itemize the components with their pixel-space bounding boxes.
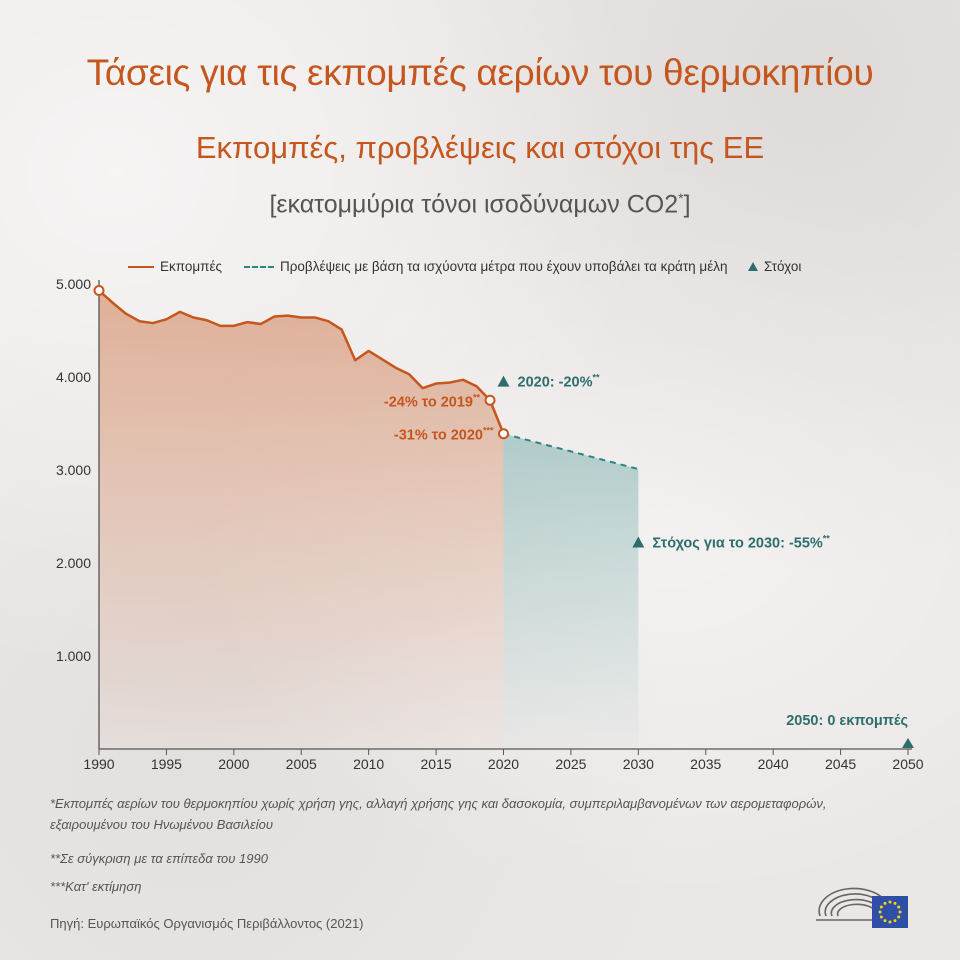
- annotation-point: [484, 394, 496, 406]
- projection-line: [503, 432, 639, 471]
- x-tick-label: 2050: [892, 756, 923, 772]
- x-tick-label: 2015: [421, 756, 452, 772]
- emissions-line: [98, 289, 505, 435]
- european-parliament-logo: [816, 887, 908, 928]
- legend-item-projections: Προβλέψεις με βάση τα ισχύοντα μέτρα που…: [244, 259, 727, 274]
- y-tick-label: 5.000: [56, 276, 91, 292]
- emissions-start-point: [93, 285, 105, 297]
- x-tick-label: 2020: [488, 756, 519, 772]
- legend-swatch-targets: [748, 262, 758, 271]
- footnote-1: *Εκπομπές αερίων του θερμοκηπίου χωρίς χ…: [50, 796, 827, 832]
- x-tick-label: 2025: [555, 756, 586, 772]
- eu-star-icon: [879, 905, 883, 909]
- target-label: Στόχος για το 2030: -55%**: [652, 534, 830, 552]
- legend-swatch-emissions: [128, 265, 154, 268]
- target-marker: [497, 375, 510, 387]
- footnote-2: **Σε σύγκριση με τα επίπεδα του 1990: [50, 851, 268, 866]
- y-tick-label: 2.000: [56, 555, 91, 571]
- x-tick-label: 2040: [758, 756, 789, 772]
- annotation-point: [498, 428, 509, 440]
- eu-star-icon: [888, 920, 892, 924]
- x-tick-label: 1995: [151, 756, 182, 772]
- x-tick-label: 1990: [83, 756, 114, 772]
- chart-title: Τάσεις για τις εκπομπές αερίων του θερμο…: [86, 52, 874, 93]
- footnote-3: ***Κατ' εκτίμηση: [50, 879, 142, 894]
- eu-star-icon: [897, 905, 901, 909]
- x-tick-label: 2045: [825, 756, 856, 772]
- target-label: 2050: 0 εκπομπές: [786, 713, 908, 729]
- eu-star-icon: [898, 910, 902, 914]
- legend-label-emissions: Εκπομπές: [160, 259, 223, 274]
- legend-label-targets: Στόχοι: [764, 259, 802, 274]
- annotation-label: -31% το 2020***: [394, 426, 494, 444]
- eu-star-icon: [883, 919, 887, 923]
- legend-swatch-projections: [244, 265, 274, 268]
- eu-star-icon: [883, 901, 887, 905]
- annotation-label: -24% το 2019**: [384, 392, 481, 410]
- chart-subtitle: Εκπομπές, προβλέψεις και στόχοι της ΕΕ: [195, 130, 765, 165]
- y-tick-label: 1.000: [56, 648, 91, 664]
- legend-item-emissions: Εκπομπές: [128, 259, 222, 274]
- eu-star-icon: [878, 910, 882, 914]
- target-label: 2020: -20%**: [518, 373, 600, 391]
- y-tick-label: 3.000: [56, 462, 91, 478]
- eu-star-icon: [893, 901, 897, 905]
- legend-label-projections: Προβλέψεις με βάση τα ισχύοντα μέτρα που…: [280, 259, 728, 274]
- eu-star-icon: [897, 915, 901, 919]
- source-note: Πηγή: Ευρωπαϊκός Οργανισμός Περιβάλλοντο…: [50, 916, 364, 931]
- eu-star-icon: [879, 915, 883, 919]
- target-marker: [902, 738, 914, 748]
- x-tick-label: 2010: [353, 756, 384, 772]
- emissions-area: [99, 290, 504, 749]
- eu-star-icon: [893, 919, 897, 923]
- x-tick-label: 2030: [623, 756, 654, 772]
- target-marker: [632, 536, 645, 548]
- x-tick-label: 2005: [286, 756, 317, 772]
- x-tick-label: 2000: [218, 756, 249, 772]
- x-tick-label: 2035: [690, 756, 721, 772]
- unit-label: [εκατομμύρια τόνοι ισοδύναμων CO2*]: [269, 190, 691, 219]
- projection-area: [503, 433, 639, 749]
- y-tick-label: 4.000: [56, 369, 91, 385]
- legend-item-targets: Στόχοι: [748, 259, 801, 274]
- eu-star-icon: [888, 900, 892, 904]
